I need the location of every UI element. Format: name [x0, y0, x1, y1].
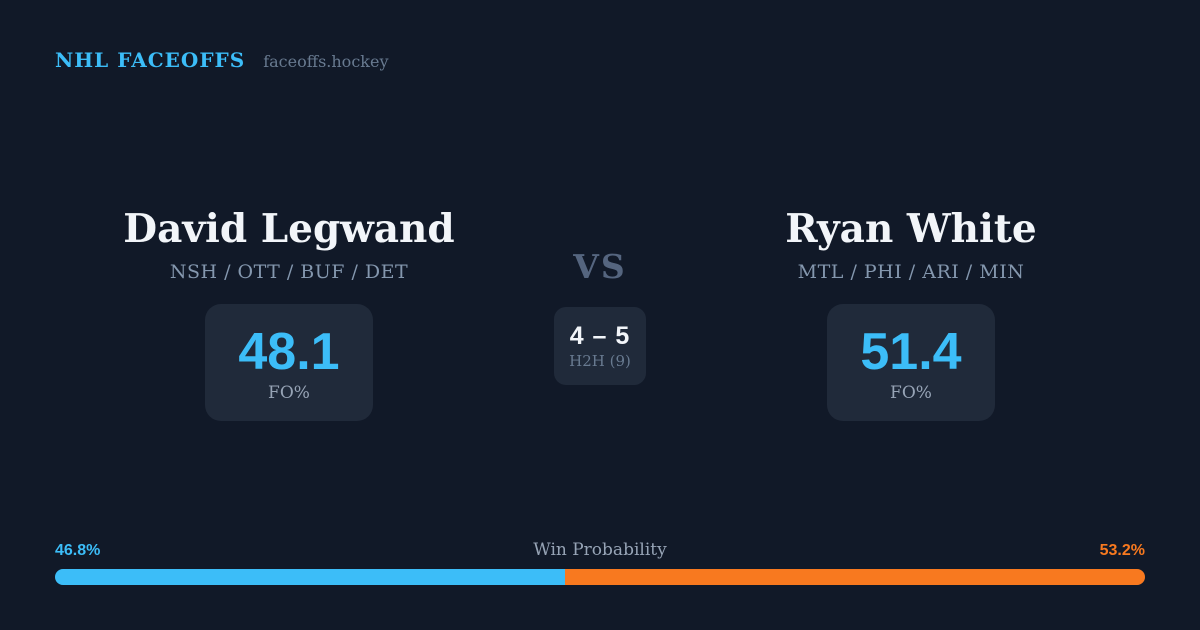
h2h-card: 4 – 5 H2H (9) [554, 307, 646, 385]
player-right-stat-card: 51.4 FO% [827, 304, 995, 421]
player-right-stat-value: 51.4 [860, 323, 962, 381]
player-left-teams: NSH / OTT / BUF / DET [169, 261, 409, 283]
h2h-score: 4 – 5 [569, 322, 631, 350]
player-left-stat-card: 48.1 FO% [205, 304, 373, 421]
player-left-stat-value: 48.1 [238, 323, 340, 381]
player-right-teams: MTL / PHI / ARI / MIN [797, 261, 1025, 283]
player-left-block: David Legwand NSH / OTT / BUF / DET 48.1… [89, 205, 489, 421]
win-left-pct: 46.8% [55, 542, 101, 559]
win-probability-labels: 46.8% Win Probability 53.2% [55, 540, 1145, 560]
win-probability-bar [55, 569, 1145, 585]
win-right-pct: 53.2% [1099, 542, 1145, 559]
win-bar-right-segment [565, 569, 1145, 585]
player-right-block: Ryan White MTL / PHI / ARI / MIN 51.4 FO… [711, 205, 1111, 421]
vs-label: VS [573, 247, 627, 286]
player-right-stat-label: FO% [890, 383, 932, 403]
h2h-label: H2H (9) [569, 352, 631, 370]
header: NHL FACEOFFS faceoffs.hockey [55, 48, 388, 72]
brand-title: NHL FACEOFFS [55, 48, 246, 72]
win-probability-section: 46.8% Win Probability 53.2% [55, 540, 1145, 585]
win-probability-label: Win Probability [533, 540, 667, 560]
player-left-name: David Legwand [123, 206, 455, 252]
player-left-stat-label: FO% [268, 383, 310, 403]
matchup-center-block: VS 4 – 5 H2H (9) [520, 245, 680, 385]
win-bar-left-segment [55, 569, 566, 585]
site-domain: faceoffs.hockey [263, 52, 389, 71]
player-right-name: Ryan White [785, 206, 1037, 252]
